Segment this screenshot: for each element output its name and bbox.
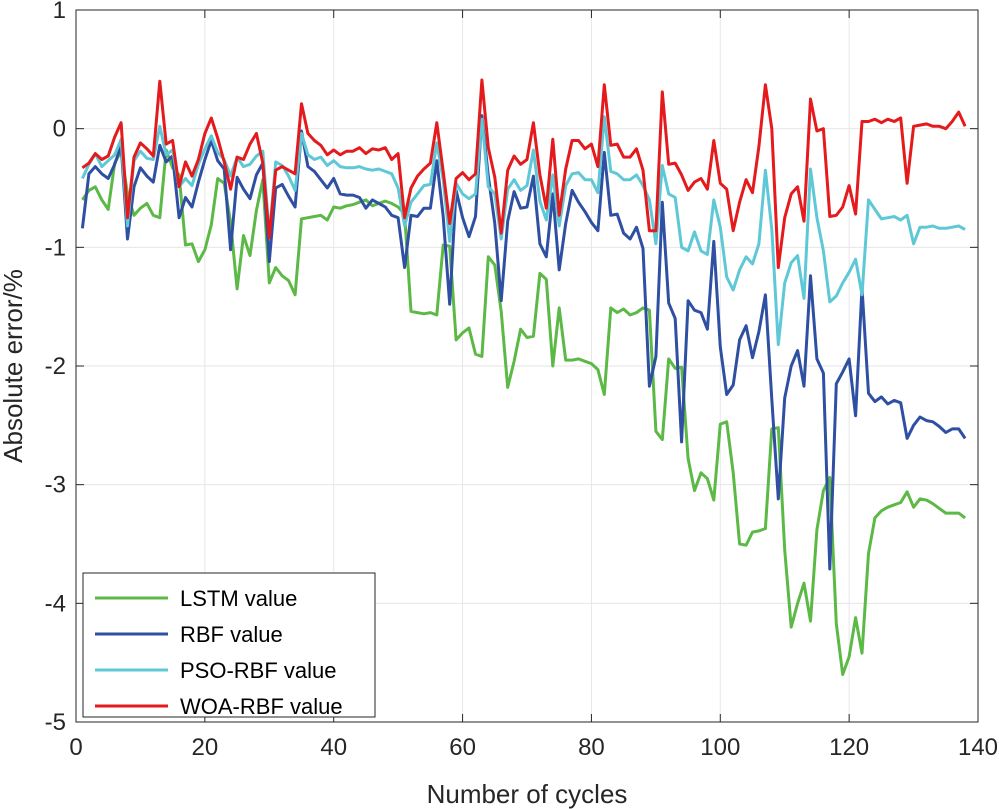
ticks: 0 20 40 60 80 100 120 140 -5 -4 -3 -2 -1 0 1: [45, 0, 998, 761]
y-tick-label: -5: [45, 709, 66, 736]
x-tick-label: 40: [320, 734, 347, 761]
y-tick-label: 1: [53, 0, 66, 24]
x-axis-label: Number of cycles: [427, 779, 628, 809]
y-axis-label: Absolute error/%: [0, 269, 28, 463]
x-tick-label: 0: [69, 734, 82, 761]
x-tick-label: 100: [700, 734, 740, 761]
legend-label: PSO-RBF value: [180, 658, 337, 683]
legend-label: LSTM value: [180, 586, 297, 611]
x-tick-label: 60: [449, 734, 476, 761]
series-line-woa-rbf-value: [81, 78, 967, 269]
y-tick-label: -1: [45, 234, 66, 261]
y-tick-label: 0: [53, 116, 66, 143]
y-tick-label: -2: [45, 353, 66, 380]
x-tick-label: 20: [192, 734, 219, 761]
x-tick-label: 140: [958, 734, 998, 761]
legend-label: WOA-RBF value: [180, 694, 343, 719]
series-line-rbf-value: [80, 114, 967, 571]
x-tick-label: 120: [829, 734, 869, 761]
x-tick-label: 80: [578, 734, 605, 761]
y-tick-label: -3: [45, 472, 66, 499]
series-line-lstm-value: [81, 148, 966, 676]
legend-label: RBF value: [180, 622, 283, 647]
series-line-pso-rbf-value: [81, 115, 966, 347]
legend: LSTM value RBF value PSO-RBF value WOA-RBF …: [82, 572, 376, 719]
series-layer: [80, 78, 967, 676]
y-tick-label: -4: [45, 590, 66, 617]
